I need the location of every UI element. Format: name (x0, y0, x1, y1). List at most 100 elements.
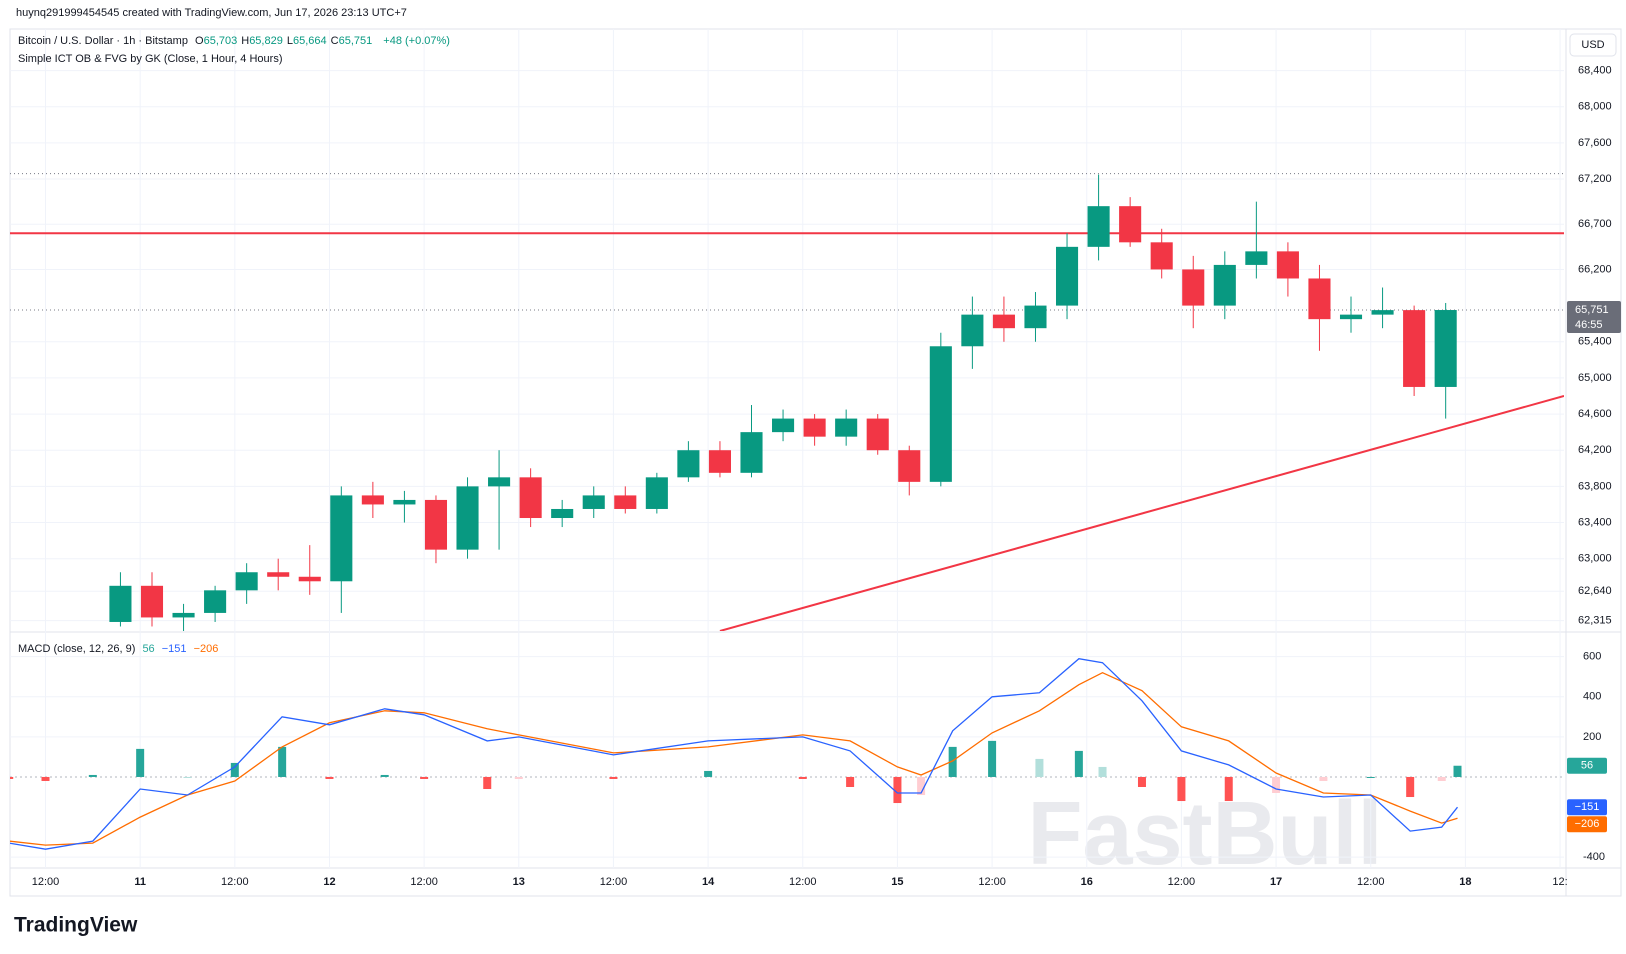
ohlc-value: 65,829 (249, 35, 283, 47)
axes: 12:00 11 12:00 12 12:00 13 12:00 14 12:00 15 12:00… (32, 64, 1621, 888)
candle-body (393, 499, 416, 505)
histogram-bar (420, 776, 429, 779)
candle-body (772, 418, 795, 433)
candle-body (1213, 264, 1236, 306)
histogram-last-box (1567, 757, 1607, 774)
histogram-bar (1098, 766, 1107, 777)
x-tick-label: 12:00 (221, 876, 249, 888)
x-tick-label: 12:00 (600, 876, 628, 888)
histogram-last-label: 56 (1581, 760, 1593, 772)
y-tick-label: 64,200 (1578, 444, 1612, 456)
y-tick-label: 62,315 (1578, 615, 1612, 627)
histogram-bar (230, 762, 239, 777)
histogram-bar (41, 776, 50, 781)
candle-body (424, 499, 448, 550)
x-tick-label: 12:00 (410, 876, 438, 888)
x-tick-label: 12:00 (1168, 876, 1196, 888)
macd-last: −151 (161, 643, 187, 655)
histogram-bar (380, 774, 389, 777)
candle-body (1371, 310, 1394, 315)
candle-body (1245, 251, 1268, 265)
histogram-bar (10, 776, 14, 779)
attribution: huynq291999454545 created with TradingVi… (16, 7, 407, 19)
currency[interactable]: USD (1581, 39, 1604, 51)
candle-body (1087, 206, 1110, 247)
histogram-bar (1137, 776, 1146, 787)
candle-body (267, 572, 290, 577)
candle-body (740, 432, 763, 473)
histogram-bar (917, 776, 926, 796)
macd-legend: MACD (close, 12, 26, 9) 56 −151 −206 (18, 643, 222, 655)
histogram-bar (1437, 776, 1446, 781)
x-tick-label: 12:00 (32, 876, 60, 888)
candle-body (1055, 246, 1079, 306)
histogram-bar (1366, 776, 1375, 778)
ohlc-value: 65,751 (338, 35, 373, 47)
y-tick-label: 67,200 (1578, 173, 1612, 185)
logo[interactable]: TradingView (14, 914, 138, 937)
histogram-bar (1406, 776, 1415, 798)
candle-body (866, 418, 889, 451)
hist-last: 56 (142, 643, 155, 655)
candle-body (1150, 242, 1173, 270)
histogram-bar (483, 776, 492, 789)
candle-body (1434, 310, 1457, 387)
y-tick-label: 63,800 (1578, 480, 1612, 492)
x-tick-label: 12:00 (978, 876, 1006, 888)
y-tick-label: 68,400 (1578, 64, 1612, 76)
ohlc-key: L (286, 35, 293, 47)
candle-body (330, 495, 353, 582)
histogram-bar (1224, 776, 1233, 802)
symbol[interactable]: Bitcoin / U.S. Dollar · 1h · Bitstamp (18, 35, 188, 47)
trend-line (719, 395, 1564, 631)
histogram-bar (1319, 776, 1328, 781)
x-tick-label: 12 (323, 876, 335, 888)
histogram-bar (1074, 750, 1083, 777)
histogram-bar (88, 774, 97, 777)
y-tick-label: 64,600 (1578, 408, 1612, 420)
y-tick-label: 400 (1583, 691, 1601, 703)
candle-body (1024, 305, 1047, 329)
candle-body (519, 477, 542, 519)
y-tick-label: 66,700 (1578, 218, 1612, 230)
price-pane (10, 173, 1564, 631)
histogram-bar (798, 776, 807, 779)
histogram-bar (278, 746, 287, 777)
candle-body (140, 585, 164, 618)
last-price-box (1567, 301, 1621, 334)
grid (10, 29, 1564, 868)
change: +48 (+0.07%) (383, 35, 450, 47)
y-tick-label: 63,000 (1578, 553, 1612, 565)
y-tick-label: 62,640 (1578, 585, 1612, 597)
histogram-bar (704, 770, 713, 777)
candle-body (1276, 251, 1299, 279)
candle-body (361, 495, 384, 505)
candle-body (1339, 314, 1363, 320)
symbol-legend: Bitcoin / U.S. Dollar · 1h · Bitstamp O6… (18, 35, 454, 47)
candle-body (298, 576, 321, 582)
y-tick-label: 66,200 (1578, 263, 1612, 275)
candle-body (1403, 310, 1426, 387)
currency-button[interactable] (1569, 33, 1617, 57)
macd-pane (10, 658, 1564, 850)
histogram-bar (514, 776, 523, 779)
histogram-bar (1453, 765, 1462, 777)
candle-body (1119, 206, 1142, 243)
histogram-bar (325, 776, 334, 779)
x-tick-label: 12:00 (1357, 876, 1385, 888)
x-tick-label: 11 (134, 876, 146, 888)
y-tick-label: 67,600 (1578, 137, 1612, 149)
histogram-bar (136, 748, 145, 777)
candle-body (708, 450, 731, 473)
signal-last: −206 (193, 643, 219, 655)
y-tick-label: 600 (1583, 651, 1601, 663)
x-tick-label: 17 (1270, 876, 1282, 888)
histogram-bar (183, 776, 192, 778)
candle-body (172, 612, 195, 618)
x-tick-label: 16 (1081, 876, 1093, 888)
candle-body (109, 585, 132, 622)
candle-body (1308, 278, 1331, 320)
macd-last-box (1567, 799, 1607, 816)
